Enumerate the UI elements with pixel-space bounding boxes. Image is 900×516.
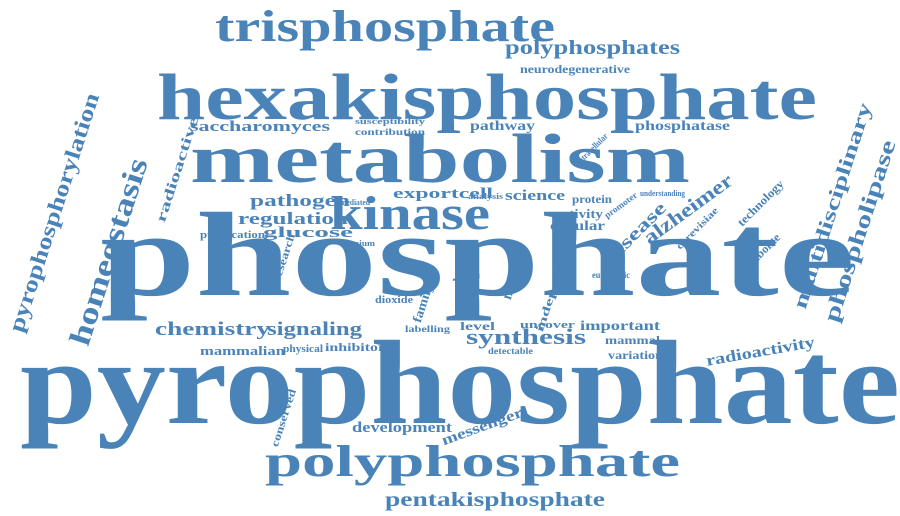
- word-phosphatase: phosphatase: [635, 119, 730, 134]
- word-labelling: labelling: [405, 324, 450, 334]
- word-saccharomyces: saccharomyces: [190, 119, 330, 135]
- word-mammalian: mammalian: [200, 343, 285, 358]
- word-chemistry: chemistry: [155, 319, 270, 340]
- word-glucose: glucose: [263, 225, 353, 241]
- word-inhibitor: inhibitor: [325, 340, 385, 354]
- word-variation: variation: [608, 348, 663, 362]
- word-protein: protein: [572, 192, 612, 206]
- word-dioxide: dioxide: [375, 294, 413, 306]
- word-level: level: [460, 319, 495, 333]
- word-phosphate: phosphate: [100, 188, 855, 321]
- word-trisphosphate: trisphosphate: [215, 2, 555, 51]
- word-cellular: cellular: [550, 219, 605, 234]
- word-signaling: signaling: [267, 319, 362, 340]
- word-susceptibility: susceptibility: [355, 117, 425, 126]
- word-polyphosphates: polyphosphates: [505, 37, 680, 59]
- word-polyphosphate: polyphosphate: [265, 437, 680, 486]
- word-important: important: [580, 319, 660, 334]
- word-science: science: [505, 188, 565, 204]
- word-titanium: titanium: [340, 239, 375, 248]
- word-activity: activity: [555, 206, 603, 221]
- word-pentakisphosphate: pentakisphosphate: [385, 489, 605, 511]
- word-metabolism: metabolism: [190, 121, 690, 198]
- word-mammal: mammal: [605, 333, 660, 347]
- word-eukaryotic: eukaryotic: [592, 270, 630, 280]
- word-contribution: contribution: [355, 127, 425, 137]
- word-regulation: regulation: [238, 209, 348, 228]
- word-understanding: understanding: [640, 189, 685, 198]
- word-synthesis: synthesis: [466, 324, 586, 349]
- word-pathway: pathway: [470, 119, 535, 134]
- word-pathogen: pathogen: [250, 191, 350, 210]
- word-physical: physical: [283, 343, 323, 355]
- word-exportcell: exportcell: [393, 186, 493, 202]
- word-line: line: [459, 257, 479, 271]
- word-human: human: [455, 269, 480, 281]
- word-analysis: analysis: [468, 192, 503, 201]
- word-pyrophosphate: pyrophosphate: [20, 316, 900, 449]
- word-uncover: uncover: [520, 319, 575, 331]
- word-purification: purification: [200, 230, 265, 241]
- word-neurodegenerative: neurodegenerative: [520, 62, 630, 76]
- word-mediated: mediated: [340, 198, 370, 207]
- word-kinase: kinase: [330, 187, 490, 240]
- word-development: development: [352, 420, 452, 436]
- word-detectable: detectable: [488, 346, 533, 356]
- word-hexakisphosphate: hexakisphosphate: [157, 61, 817, 134]
